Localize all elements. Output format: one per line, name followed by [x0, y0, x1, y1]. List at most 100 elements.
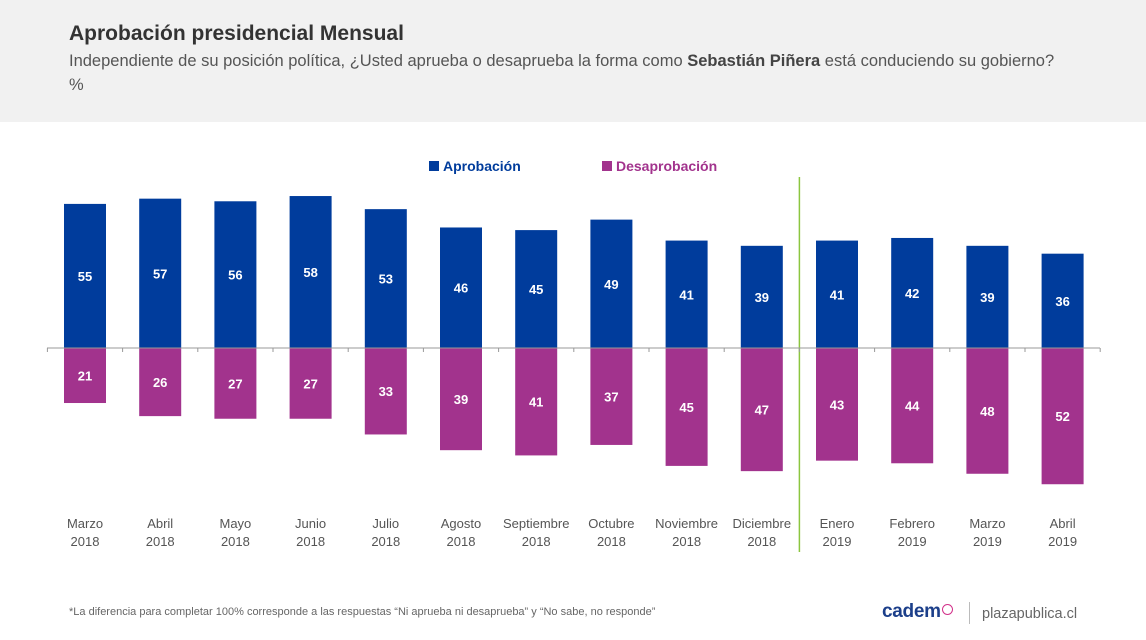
- disapproval-bar: [816, 348, 858, 461]
- approval-value-label: 39: [980, 290, 994, 305]
- x-tick-month: Abril: [147, 516, 173, 531]
- disapproval-bar: [64, 348, 106, 404]
- x-axis: Marzo 2018 Abril 2018 Mayo 2018 Junio 2018 Julio…: [46, 347, 1101, 549]
- x-tick-month: Septiembre: [503, 516, 569, 531]
- approval-bar-chart: Aprobación Desaprobación 55 21 57 26 56 27 58 27…: [46, 158, 1101, 552]
- x-tick-year: 2018: [71, 534, 100, 549]
- x-tick-label: Diciembre 2018: [733, 516, 792, 549]
- disapproval-value-label: 52: [1055, 409, 1069, 424]
- x-tick-month: Abril: [1050, 516, 1076, 531]
- disapproval-bar: [515, 348, 558, 456]
- header-panel: Aprobación presidencial Mensual Independ…: [0, 0, 1146, 122]
- x-tick-month: Marzo: [969, 516, 1005, 531]
- approval-value-label: 41: [830, 287, 844, 302]
- bar-groups: 55 21 57 26 56 27 58 27 53 33 46 39 45 41 49 37 41 45 39 47…: [64, 196, 1084, 485]
- approval-value-label: 58: [303, 265, 317, 280]
- approval-bar: [966, 245, 1009, 348]
- x-tick-year: 2019: [898, 534, 927, 549]
- disapproval-bar: [966, 348, 1009, 474]
- x-tick-year: 2018: [221, 534, 250, 549]
- disapproval-value-label: 27: [228, 376, 242, 391]
- approval-bar: [289, 196, 332, 348]
- legend: Aprobación Desaprobación: [429, 158, 717, 174]
- footer-separator: [969, 602, 970, 624]
- x-tick-month: Febrero: [889, 516, 935, 531]
- disapproval-bar: [214, 348, 257, 419]
- x-tick-label: Mayo 2018: [220, 516, 252, 549]
- approval-bar: [665, 240, 708, 348]
- x-tick-year: 2018: [146, 534, 175, 549]
- x-tick-label: Agosto 2018: [441, 516, 481, 549]
- x-tick-month: Julio: [372, 516, 399, 531]
- logo-dot-icon: [941, 604, 953, 615]
- approval-bar: [440, 227, 482, 348]
- subtitle-president-name: Sebastián Piñera: [687, 52, 821, 70]
- approval-bar: [64, 203, 106, 348]
- subtitle-text-end: está conduciendo su gobierno? %: [69, 52, 1055, 94]
- disapproval-value-label: 27: [303, 376, 317, 391]
- legend-swatch-1: [602, 161, 612, 171]
- approval-value-label: 57: [153, 266, 167, 281]
- x-tick-month: Octubre: [588, 516, 634, 531]
- disapproval-bar: [364, 348, 407, 435]
- disapproval-value-label: 47: [755, 403, 769, 418]
- x-tick-month: Marzo: [67, 516, 103, 531]
- approval-value-label: 55: [78, 269, 92, 284]
- cadem-logo: cadem: [882, 601, 953, 623]
- chart-title: Aprobación presidencial Mensual: [69, 22, 404, 45]
- site-link[interactable]: plazapublica.cl: [982, 606, 1078, 622]
- approval-bar: [816, 240, 858, 348]
- approval-bar: [740, 245, 783, 348]
- disapproval-bar: [891, 348, 934, 464]
- cadem-logo-text: cadem: [882, 601, 941, 622]
- legend-swatch-0: [429, 161, 439, 171]
- x-tick-label: Junio 2018: [295, 516, 326, 549]
- approval-bar: [139, 198, 182, 348]
- approval-bar: [364, 209, 407, 348]
- x-tick-month: Agosto: [441, 516, 481, 531]
- x-tick-year: 2018: [296, 534, 325, 549]
- disapproval-bar: [289, 348, 332, 419]
- disapproval-value-label: 39: [454, 392, 468, 407]
- approval-value-label: 49: [604, 277, 618, 292]
- approval-value-label: 36: [1055, 294, 1069, 309]
- x-tick-year: 2019: [1048, 534, 1077, 549]
- disapproval-value-label: 48: [980, 404, 994, 419]
- approval-value-label: 56: [228, 268, 242, 283]
- x-tick-label: Abril 2018: [146, 516, 175, 549]
- x-tick-month: Diciembre: [733, 516, 792, 531]
- x-tick-label: Septiembre 2018: [503, 516, 569, 549]
- x-tick-label: Julio 2018: [371, 516, 400, 549]
- legend-label-0: Aprobación: [443, 158, 521, 174]
- x-tick-year: 2018: [522, 534, 551, 549]
- disapproval-bar: [1041, 348, 1084, 485]
- subtitle-text-start: Independiente de su posición política, ¿…: [69, 52, 688, 70]
- disapproval-bar: [590, 348, 633, 445]
- x-tick-label: Enero 2019: [820, 516, 855, 549]
- approval-bar: [515, 230, 558, 348]
- x-tick-year: 2018: [447, 534, 476, 549]
- disapproval-value-label: 26: [153, 375, 167, 390]
- approval-value-label: 39: [755, 290, 769, 305]
- x-tick-label: Marzo 2018: [67, 516, 103, 549]
- x-tick-label: Marzo 2019: [969, 516, 1005, 549]
- x-tick-label: Noviembre 2018: [655, 516, 718, 549]
- x-tick-month: Mayo: [220, 516, 252, 531]
- disapproval-bar: [440, 348, 482, 451]
- approval-value-label: 41: [679, 287, 693, 302]
- disapproval-bar: [665, 348, 708, 466]
- approval-value-label: 46: [454, 281, 468, 296]
- disapproval-value-label: 44: [905, 399, 920, 414]
- disapproval-value-label: 41: [529, 395, 543, 410]
- legend-label-1: Desaprobación: [616, 158, 717, 174]
- x-tick-year: 2018: [747, 534, 776, 549]
- approval-bar: [590, 219, 633, 348]
- x-tick-year: 2018: [597, 534, 626, 549]
- x-tick-label: Febrero 2019: [889, 516, 935, 549]
- disapproval-value-label: 37: [604, 389, 618, 404]
- approval-value-label: 45: [529, 282, 543, 297]
- x-tick-label: Abril 2019: [1048, 516, 1077, 549]
- x-tick-month: Junio: [295, 516, 326, 531]
- x-tick-month: Enero: [820, 516, 855, 531]
- disapproval-value-label: 43: [830, 397, 844, 412]
